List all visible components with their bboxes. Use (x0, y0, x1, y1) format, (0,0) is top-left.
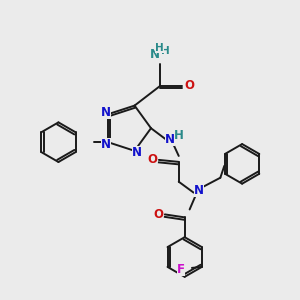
Text: O: O (153, 208, 163, 221)
Text: O: O (147, 153, 157, 167)
Text: H: H (161, 46, 170, 56)
Text: O: O (184, 79, 194, 92)
Text: F: F (177, 263, 185, 276)
Text: N: N (165, 133, 175, 146)
Text: N: N (131, 146, 142, 159)
Text: H: H (174, 129, 184, 142)
Text: N: N (194, 184, 203, 197)
Text: N: N (101, 138, 111, 151)
Text: N: N (101, 106, 111, 119)
Text: H: H (155, 43, 164, 53)
Text: N: N (149, 48, 159, 61)
